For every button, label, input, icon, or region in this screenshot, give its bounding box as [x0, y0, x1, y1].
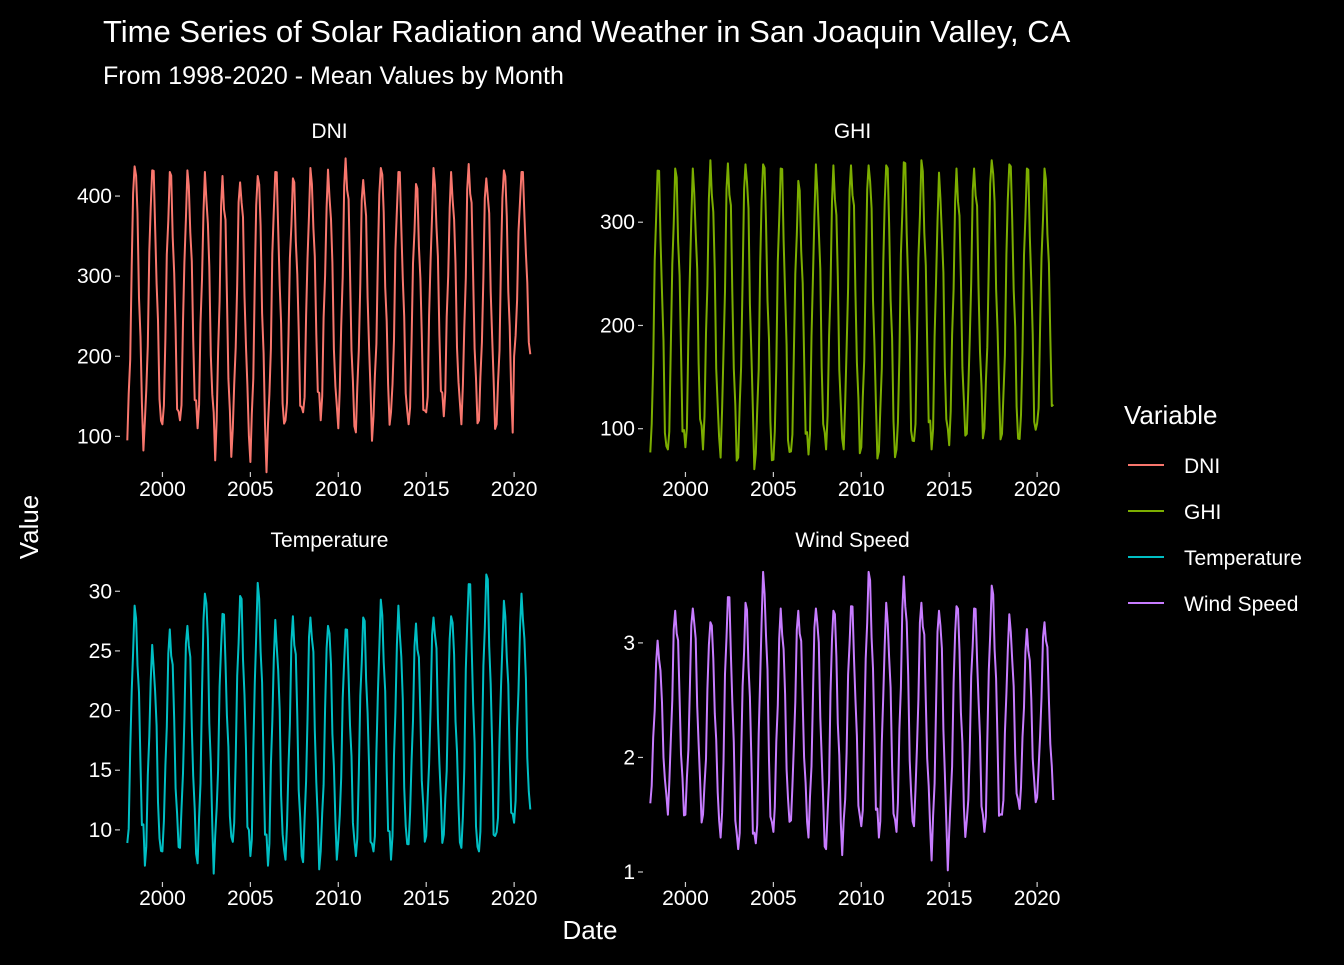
x-tick-label: 2015: [926, 887, 973, 910]
y-tick-label: 200: [77, 345, 112, 368]
facet-strip-label: GHI: [834, 120, 871, 143]
facet-strip-label: Temperature: [271, 529, 389, 552]
y-tick-label: 100: [77, 425, 112, 448]
legend-label: DNI: [1184, 455, 1220, 478]
series-line-ghi: [649, 159, 1055, 471]
x-tick-label: 2020: [491, 478, 538, 501]
y-tick-label: 2: [623, 746, 635, 769]
facet-panel: GHI 100 200 300 2000 2005 2010 2015 2020: [600, 120, 1061, 501]
y-tick-label: 100: [600, 418, 635, 441]
x-tick-label: 2020: [491, 887, 538, 910]
facet-panel: Wind Speed 1 2 3 2000 2005 2010 2015 2020: [623, 529, 1060, 910]
x-tick-label: 2020: [1014, 478, 1061, 501]
x-tick-label: 2020: [1014, 887, 1061, 910]
x-tick-label: 2005: [227, 887, 274, 910]
x-tick-label: 2010: [315, 887, 362, 910]
x-tick-label: 2000: [662, 887, 709, 910]
y-tick-label: 30: [89, 580, 112, 603]
facet-strip-label: Wind Speed: [795, 529, 909, 552]
legend: Variable DNI GHI Temperature Wind Speed: [1124, 400, 1302, 616]
series-line-temperature: [126, 573, 532, 875]
y-tick-label: 15: [89, 759, 112, 782]
y-tick-label: 300: [600, 211, 635, 234]
y-tick-label: 200: [600, 314, 635, 337]
chart-subtitle: From 1998-2020 - Mean Values by Month: [103, 62, 564, 90]
x-tick-label: 2005: [750, 887, 797, 910]
x-tick-label: 2010: [315, 478, 362, 501]
x-tick-label: 2010: [838, 887, 885, 910]
y-tick-label: 400: [77, 185, 112, 208]
x-tick-label: 2010: [838, 478, 885, 501]
x-tick-label: 2000: [662, 478, 709, 501]
legend-label: Temperature: [1184, 547, 1302, 570]
y-tick-label: 25: [89, 640, 112, 663]
x-axis-title: Date: [563, 915, 618, 945]
facet-panel: Temperature 10 15 20 25 30 2000 2005 2010 2015 202…: [89, 529, 538, 910]
y-tick-label: 3: [623, 632, 635, 655]
y-tick-label: 300: [77, 265, 112, 288]
facet-strip-label: DNI: [311, 120, 347, 143]
y-axis-title: Value: [14, 495, 44, 560]
x-tick-label: 2000: [139, 887, 186, 910]
x-tick-label: 2015: [926, 478, 973, 501]
x-tick-label: 2015: [403, 478, 450, 501]
y-tick-label: 1: [623, 861, 635, 884]
x-tick-label: 2000: [139, 478, 186, 501]
y-tick-label: 20: [89, 700, 112, 723]
x-tick-label: 2005: [750, 478, 797, 501]
series-line-wind-speed: [649, 570, 1055, 872]
facet-panel: DNI 100 200 300 400 2000 2005 2010 2015 2020: [77, 120, 538, 501]
series-line-dni: [126, 157, 532, 474]
x-tick-label: 2015: [403, 887, 450, 910]
legend-label: GHI: [1184, 501, 1221, 524]
legend-label: Wind Speed: [1184, 593, 1298, 616]
y-tick-label: 10: [89, 819, 112, 842]
chart-title: Time Series of Solar Radiation and Weath…: [103, 14, 1071, 49]
legend-title: Variable: [1124, 400, 1217, 430]
x-tick-label: 2005: [227, 478, 274, 501]
